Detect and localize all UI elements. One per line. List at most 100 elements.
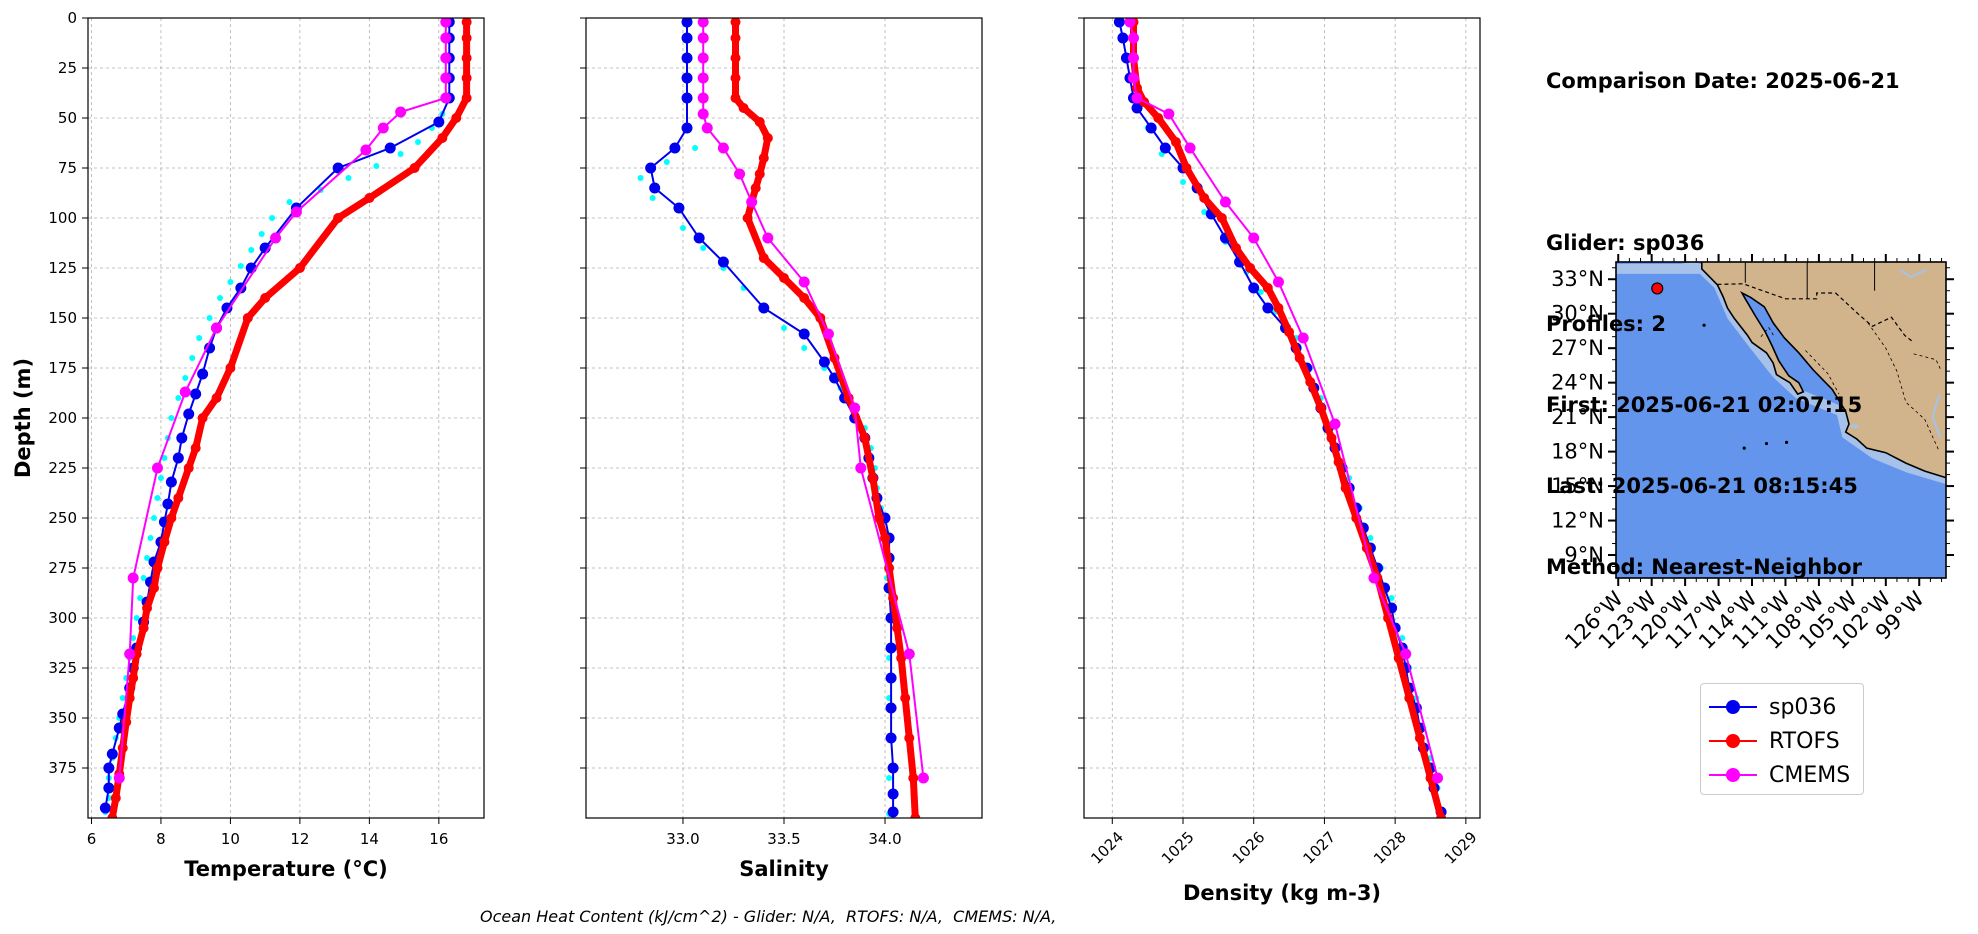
- salinity-rtofs-point: [867, 473, 878, 483]
- temperature-rtofs-point: [183, 463, 194, 473]
- glider-name: Glider: sp036: [1546, 231, 1705, 255]
- density-axis-label: Density (kg m-3): [1183, 881, 1381, 905]
- state-border: [1913, 353, 1942, 372]
- salinity-rtofs-point: [892, 623, 903, 633]
- legend-item-rtofs: RTOFS: [1709, 724, 1855, 758]
- density-glider-raw-point: [1257, 289, 1264, 295]
- density-profile-panel: 1024 1025 1026 1027 1028 1029 Density (kg m-3): [1078, 17, 1481, 905]
- state-border: [1760, 326, 1775, 337]
- temperature-rtofs-line: [108, 18, 471, 818]
- temperature-cmems-line: [118, 22, 447, 779]
- y-tick-label: 375: [48, 759, 77, 777]
- salinity-glider-point: [649, 182, 661, 194]
- density-rtofs-point: [1262, 283, 1273, 293]
- temperature-glider-point: [332, 162, 344, 174]
- salinity-rtofs-point: [896, 653, 907, 663]
- lat-tick-label: 12°N: [1551, 509, 1604, 533]
- temperature-rtofs-point: [260, 293, 271, 303]
- salinity-glider-point: [681, 122, 693, 134]
- density-rtofs-point: [1333, 457, 1344, 467]
- temperature-glider-raw-point: [175, 395, 182, 401]
- salinity-glider-raw-point: [637, 175, 644, 181]
- density-cmems-point: [1128, 32, 1139, 44]
- temperature-series-group: [99, 18, 472, 818]
- lat-tick-label: 15°N: [1551, 474, 1604, 498]
- temperature-rtofs-point: [166, 513, 177, 523]
- density-rtofs-point: [1245, 263, 1256, 273]
- density-rtofs-point: [1181, 163, 1192, 173]
- salinity-rtofs-point: [904, 733, 915, 743]
- salinity-glider-point: [758, 302, 770, 314]
- temperature-glider-raw-point: [147, 535, 154, 541]
- legend-swatch-marker: [1726, 768, 1740, 782]
- info-block: Comparison Date: 2025-06-21 Glider: sp03…: [1546, 14, 1900, 608]
- salinity-rtofs-point: [730, 18, 741, 27]
- y-tick-label: 225: [48, 459, 77, 477]
- salinity-glider-point: [885, 702, 897, 714]
- temperature-cmems-point: [290, 206, 302, 218]
- temperature-rtofs-point: [128, 673, 139, 683]
- salinity-rtofs-point: [762, 133, 773, 143]
- legend-swatch-rtofs: [1709, 731, 1757, 751]
- salinity-glider-point: [885, 642, 897, 654]
- temperature-glider-raw-point: [269, 215, 276, 221]
- y-tick-label: 200: [48, 409, 77, 427]
- temperature-rtofs-point: [159, 537, 170, 547]
- salinity-glider-point: [669, 142, 681, 154]
- density-rtofs-point: [1153, 113, 1164, 123]
- temperature-rtofs-point: [197, 413, 208, 423]
- salinity-rtofs-point: [873, 513, 884, 523]
- density-glider-raw-point: [1201, 209, 1208, 215]
- temperature-glider-raw-point: [140, 575, 147, 581]
- temperature-glider-raw-point: [151, 515, 157, 521]
- salinity-glider-raw-point: [700, 245, 707, 251]
- temperature-rtofs-point: [461, 33, 472, 43]
- info-spacer: [1546, 149, 1900, 176]
- salinity-glider-raw-point: [663, 159, 670, 165]
- temperature-glider-point: [190, 388, 202, 400]
- temperature-cmems-point: [127, 572, 139, 584]
- lat-tick-label: 18°N: [1551, 440, 1604, 464]
- salinity-cmems-point: [734, 168, 746, 180]
- salinity-rtofs-point: [754, 117, 765, 127]
- temperature-glider-raw-point: [345, 175, 352, 181]
- density-rtofs-point: [1132, 83, 1143, 93]
- x-tick-label: 1027: [1299, 828, 1339, 868]
- lat-tick-label: 33°N: [1551, 267, 1604, 291]
- salinity-rtofs-point: [859, 433, 870, 443]
- temperature-rtofs-point: [409, 163, 420, 173]
- density-glider-point: [1159, 142, 1171, 154]
- x-tick-label: 14: [360, 830, 379, 848]
- depth-axis-label: Depth (m): [11, 358, 35, 478]
- temperature-glider-raw-point: [258, 231, 265, 237]
- salinity-glider-point: [887, 806, 899, 818]
- y-tick-label: 50: [58, 109, 77, 127]
- salinity-rtofs-point: [738, 103, 749, 113]
- salinity-glider-point: [717, 256, 729, 268]
- salinity-rtofs-point: [880, 533, 891, 543]
- temperature-glider-point: [176, 432, 188, 444]
- salinity-glider-raw-point: [679, 225, 686, 231]
- lat-tick-label: 9°N: [1564, 543, 1604, 567]
- island: [1784, 440, 1789, 445]
- temperature-rtofs-point: [142, 603, 153, 613]
- density-rtofs-point: [1273, 303, 1284, 313]
- salinity-glider-point: [887, 788, 899, 800]
- temperature-cmems-point: [395, 106, 407, 118]
- temperature-cmems-point: [151, 462, 163, 474]
- density-rtofs-point: [1326, 433, 1337, 443]
- density-rtofs-point: [1231, 243, 1242, 253]
- state-border: [1867, 322, 1940, 452]
- salinity-glider-raw-point: [801, 345, 808, 351]
- ocean-heat-content-note: Ocean Heat Content (kJ/cm^2) - Glider: N…: [480, 907, 1057, 926]
- density-glider-point: [1113, 18, 1125, 28]
- salinity-cmems-point: [798, 276, 810, 288]
- density-cmems-point: [1368, 572, 1380, 584]
- legend-label-rtofs: RTOFS: [1769, 728, 1840, 754]
- state-border: [1805, 350, 1840, 395]
- density-glider-raw-point: [1180, 179, 1186, 185]
- y-tick-label: 125: [48, 259, 77, 277]
- density-glider-point: [1262, 302, 1274, 314]
- coast-shelf: [1629, 262, 1700, 269]
